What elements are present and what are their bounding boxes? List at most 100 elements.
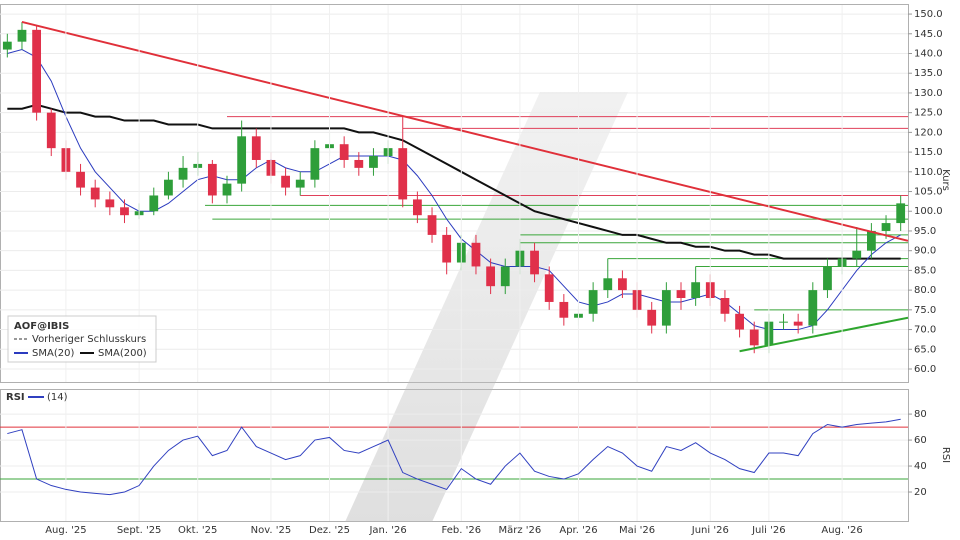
y-tick-label: 145.0 xyxy=(914,29,943,40)
candle-body xyxy=(823,266,832,291)
candle-body xyxy=(339,144,349,160)
y-tick-label: 105.0 xyxy=(914,187,943,198)
candle-body xyxy=(46,112,56,149)
legend-box xyxy=(7,315,157,363)
y-tick-label: 65.0 xyxy=(914,344,936,355)
candle-body xyxy=(251,136,261,160)
candle-body xyxy=(603,278,613,291)
x-tick-label: Juli '26 xyxy=(751,525,786,536)
y-tick-label: 130.0 xyxy=(914,88,943,99)
candle-body xyxy=(720,298,730,314)
trend-line xyxy=(21,20,909,242)
candle-body xyxy=(500,266,510,287)
y-tick-label: 75.0 xyxy=(914,305,936,316)
y-tick-label: 20 xyxy=(914,487,927,498)
y-tick-label: 100.0 xyxy=(914,206,943,217)
candle-body xyxy=(178,167,188,180)
candle-body xyxy=(17,29,27,42)
x-tick-label: Juni '26 xyxy=(691,525,729,536)
candle-body xyxy=(544,274,554,302)
y-axis-label: Kurs xyxy=(940,169,951,191)
candle-body xyxy=(866,230,876,251)
rsi-title: RSI xyxy=(6,392,25,403)
candle-body xyxy=(120,207,129,216)
y-tick-label: 115.0 xyxy=(914,147,943,158)
candle-body xyxy=(588,290,598,314)
candle-body xyxy=(354,159,364,168)
candle-body xyxy=(661,290,671,326)
y-axis-label: RSI xyxy=(940,447,951,463)
y-tick-label: 150.0 xyxy=(914,9,943,20)
candle-body xyxy=(295,179,305,188)
y-tick-label: 125.0 xyxy=(914,108,943,119)
candle-body xyxy=(735,313,744,330)
x-tick-label: März '26 xyxy=(499,525,542,536)
candle-body xyxy=(90,187,100,200)
y-tick-label: 85.0 xyxy=(914,265,936,276)
candle-body xyxy=(281,175,290,188)
legend-title: AOF@IBIS xyxy=(14,321,69,332)
candle-body xyxy=(442,234,452,263)
candle-body xyxy=(398,148,408,200)
candle-body xyxy=(779,321,788,323)
x-tick-label: Mai '26 xyxy=(619,525,655,536)
x-tick-label: Jan. '26 xyxy=(368,525,406,536)
candle-body xyxy=(369,156,378,168)
x-tick-label: Sept. '25 xyxy=(117,525,162,536)
candle-body xyxy=(676,290,686,299)
candle-body xyxy=(471,242,481,267)
candle-body xyxy=(691,282,701,299)
y-tick-label: 140.0 xyxy=(914,49,943,60)
y-tick-label: 135.0 xyxy=(914,68,943,79)
y-tick-label: 90.0 xyxy=(914,246,936,257)
candle-body xyxy=(486,266,496,287)
candle-body xyxy=(32,29,42,113)
candle-body xyxy=(412,199,422,216)
series-line xyxy=(7,103,901,260)
legend-label: (14) xyxy=(47,392,68,403)
candle-body xyxy=(749,329,759,346)
candle-body xyxy=(76,171,85,188)
trend-line xyxy=(739,316,909,353)
candle-body xyxy=(164,179,173,196)
candle-body xyxy=(559,301,569,318)
candle-body xyxy=(808,290,818,326)
candle-body xyxy=(222,183,232,196)
y-tick-label: 60.0 xyxy=(914,364,936,375)
y-tick-label: 120.0 xyxy=(914,127,943,138)
legend-label: Vorheriger Schlusskurs xyxy=(32,334,146,345)
candle-body xyxy=(207,163,217,196)
y-tick-label: 80 xyxy=(914,409,927,420)
candle-body xyxy=(2,41,12,50)
y-tick-label: 70.0 xyxy=(914,325,936,336)
candle-body xyxy=(149,195,159,212)
x-tick-label: Feb. '26 xyxy=(442,525,482,536)
y-tick-label: 95.0 xyxy=(914,226,936,237)
series-line xyxy=(7,418,901,496)
candle-body xyxy=(618,278,627,291)
candle-body xyxy=(793,321,803,326)
x-tick-label: Aug. '26 xyxy=(821,525,862,536)
legend-label: SMA(20) xyxy=(32,348,74,359)
candle-body xyxy=(647,309,657,326)
candle-body xyxy=(896,203,906,224)
candle-body xyxy=(852,250,862,259)
x-tick-label: Apr. '26 xyxy=(559,525,597,536)
candle-body xyxy=(881,223,891,231)
x-tick-label: Aug. '25 xyxy=(45,525,86,536)
candle-body xyxy=(427,215,437,235)
legend-label: SMA(200) xyxy=(98,348,147,359)
candle-body xyxy=(530,250,539,275)
candle-body xyxy=(237,136,247,184)
candle-body xyxy=(105,199,115,208)
y-tick-label: 40 xyxy=(914,461,927,472)
y-tick-label: 110.0 xyxy=(914,167,943,178)
y-tick-label: 80.0 xyxy=(914,285,936,296)
x-tick-label: Dez. '25 xyxy=(309,525,350,536)
y-tick-label: 60 xyxy=(914,435,927,446)
x-tick-label: Okt. '25 xyxy=(178,525,217,536)
x-tick-label: Nov. '25 xyxy=(251,525,292,536)
candle-body xyxy=(310,148,320,180)
